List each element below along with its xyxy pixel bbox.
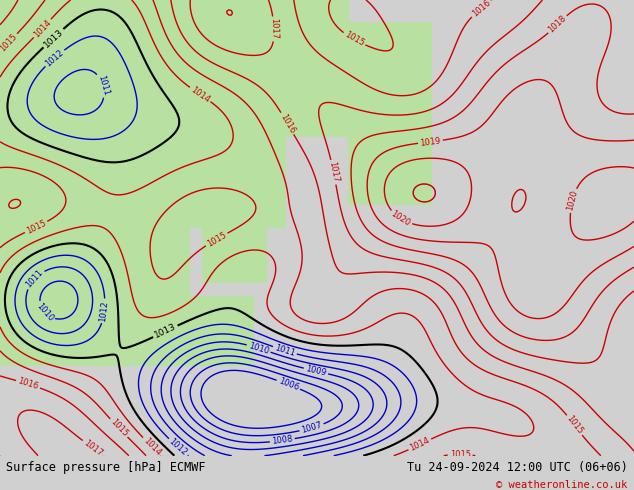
Text: 1014: 1014 [189,85,211,104]
Text: 1015: 1015 [564,414,585,436]
Text: © weatheronline.co.uk: © weatheronline.co.uk [496,480,628,490]
Text: 1016: 1016 [470,0,492,19]
Text: 1011: 1011 [273,343,296,358]
Text: 1017: 1017 [269,18,279,40]
Text: 1020: 1020 [389,209,412,228]
Text: 1015: 1015 [343,30,365,49]
Text: 1011: 1011 [96,74,110,97]
Text: 1007: 1007 [301,420,323,435]
Text: 1014: 1014 [32,18,53,39]
Text: 1015: 1015 [108,417,129,439]
Text: 1011: 1011 [24,268,45,290]
Text: 1016: 1016 [278,112,297,135]
Text: 1015: 1015 [0,32,19,53]
Text: 1013: 1013 [42,27,65,49]
Text: 1010: 1010 [247,341,270,356]
Text: Tu 24-09-2024 12:00 UTC (06+06): Tu 24-09-2024 12:00 UTC (06+06) [407,461,628,474]
Text: 1019: 1019 [420,136,441,147]
Text: 1014: 1014 [408,436,431,453]
Text: 1012: 1012 [167,437,189,458]
Text: 1017: 1017 [327,161,340,183]
Text: 1014: 1014 [141,436,162,457]
Text: 1006: 1006 [277,377,300,392]
Text: 1012: 1012 [44,48,65,68]
Text: 1017: 1017 [82,438,104,458]
Text: 1013: 1013 [153,322,178,340]
Text: 1010: 1010 [34,301,55,323]
Text: 1009: 1009 [305,364,327,378]
Text: 1018: 1018 [547,14,568,35]
Text: 1015: 1015 [450,450,470,459]
Text: 1020: 1020 [566,189,579,212]
Text: 1008: 1008 [271,435,294,446]
Text: 1016: 1016 [16,377,39,392]
Text: 1012: 1012 [99,300,110,322]
Text: 1015: 1015 [205,230,228,248]
Text: 1015: 1015 [25,219,48,236]
Text: Surface pressure [hPa] ECMWF: Surface pressure [hPa] ECMWF [6,461,206,474]
